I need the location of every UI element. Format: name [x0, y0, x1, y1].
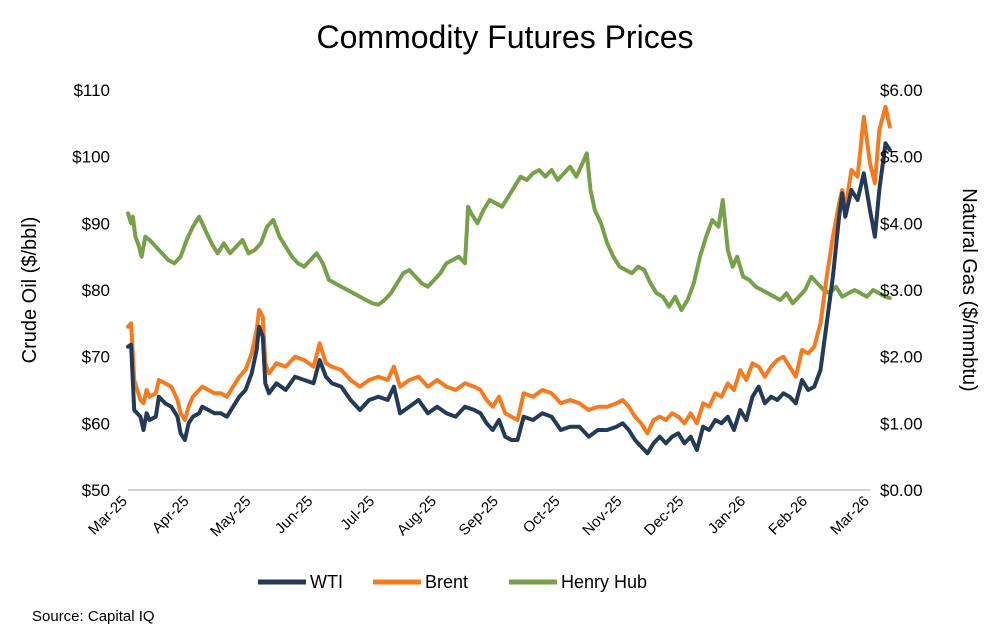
- y-left-tick-label: $90: [82, 214, 110, 233]
- y-left-tick-label: $70: [82, 348, 110, 367]
- y-right-tick-label: $5.00: [880, 148, 923, 167]
- x-tick-label: Jul-25: [337, 493, 378, 534]
- x-tick-label: Dec-25: [641, 493, 687, 539]
- legend-label-brent: Brent: [425, 572, 468, 592]
- y-left-tick-label: $110: [73, 81, 110, 100]
- axes: $50 $60 $70 $80 $90 $100 $110 $0.00 $1.00 $2.00 $3…: [19, 81, 980, 540]
- y-right-tick-label: $2.00: [880, 348, 923, 367]
- y-right-tick-label: $0.00: [880, 481, 923, 500]
- x-tick-label: Jun-25: [272, 493, 316, 537]
- y-right-axis-title: Natural Gas ($/mmbtu): [958, 188, 980, 391]
- y-right-tick-label: $4.00: [880, 214, 923, 233]
- y-left-tick-label: $60: [82, 414, 110, 433]
- x-tick-label: Nov-25: [579, 493, 625, 539]
- legend-label-henry-hub: Henry Hub: [561, 572, 647, 592]
- x-tick-label: Oct-25: [520, 493, 564, 537]
- legend-label-wti: WTI: [310, 572, 343, 592]
- x-tick-label: Apr-25: [149, 493, 193, 537]
- chart-title: Commodity Futures Prices: [317, 19, 694, 55]
- y-left-tick-label: $100: [72, 148, 110, 167]
- source-note: Source: Capital IQ: [32, 608, 155, 625]
- y-right-tick-label: $6.00: [880, 81, 923, 100]
- x-tick-label: Aug-25: [394, 493, 440, 539]
- series-line-brent: [126, 104, 892, 436]
- series-line-wti: [126, 141, 892, 456]
- plot-area: [126, 104, 892, 456]
- y-left-tick-label: $80: [82, 281, 110, 300]
- x-tick-label: May-25: [207, 493, 254, 540]
- x-tick-label: Sep-25: [456, 493, 502, 539]
- x-tick-label: Feb-26: [765, 493, 811, 539]
- y-right-tick-label: $1.00: [880, 414, 923, 433]
- y-left-axis-title: Crude Oil ($/bbl): [19, 217, 41, 364]
- legend: WTI Brent Henry Hub: [258, 572, 647, 592]
- x-tick-label: Jan-26: [705, 493, 749, 537]
- y-left-tick-label: $50: [82, 481, 110, 500]
- y-right-tick-label: $3.00: [880, 281, 923, 300]
- x-tick-label: Mar-26: [827, 493, 873, 539]
- series-line-henry-hub: [126, 151, 892, 312]
